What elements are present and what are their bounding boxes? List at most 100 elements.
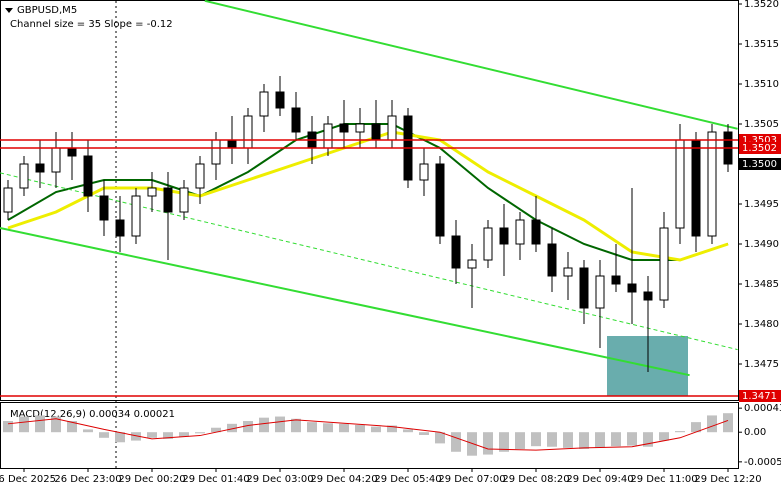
level-label: 1.3502 <box>742 143 777 154</box>
macd-bar <box>435 432 445 444</box>
macd-bar <box>691 422 701 433</box>
macd-bar <box>83 429 93 433</box>
x-tick-label: 29 Dec 00:20 <box>118 474 185 485</box>
macd-bar <box>227 423 237 433</box>
indicator-line <box>7 123 729 261</box>
macd-bar <box>3 421 13 433</box>
macd-bar <box>531 432 541 447</box>
macd-bar <box>291 418 301 433</box>
macd-bar <box>595 432 605 448</box>
macd-title: MACD(12,26,9) 0.00034 0.00021 <box>10 409 175 420</box>
macd-bar <box>307 422 317 433</box>
macd-bar <box>195 432 205 434</box>
candle-body <box>163 187 173 213</box>
level-tag <box>739 390 781 402</box>
x-tick-label: 29 Dec 11:00 <box>630 474 697 485</box>
candle-body <box>339 123 349 133</box>
level-tag <box>739 142 781 154</box>
candle-body <box>387 115 397 141</box>
macd-bar <box>179 432 189 437</box>
candle-body <box>579 267 589 309</box>
candle-body <box>259 91 269 117</box>
y-tick-label: 1.3480 <box>744 319 779 330</box>
x-tick-label: 29 Dec 01:40 <box>182 474 249 485</box>
candle-body <box>83 155 93 197</box>
indicator-line <box>0 227 690 377</box>
macd-bar <box>499 432 509 452</box>
candle-body <box>323 123 333 149</box>
candle-body <box>595 275 605 309</box>
candle-body <box>355 123 365 133</box>
macd-bar <box>723 413 733 433</box>
macd-bar <box>563 432 573 448</box>
candle-body <box>499 227 509 245</box>
macd-bar <box>259 417 269 433</box>
candle-body <box>227 139 237 149</box>
candle-body <box>147 187 157 197</box>
macd-bar <box>147 432 157 438</box>
macd-tick-label: 0.00 <box>744 427 766 438</box>
candle-body <box>627 283 637 293</box>
macd-bar <box>19 416 29 433</box>
macd-bar <box>275 416 285 433</box>
macd-bar <box>643 432 653 447</box>
candle-body <box>483 227 493 261</box>
level-label: 1.3471 <box>742 391 777 402</box>
candle-body <box>51 147 61 173</box>
candle-body <box>131 195 141 237</box>
candle-body <box>275 91 285 109</box>
y-tick-label: 1.3475 <box>744 359 779 370</box>
y-tick-label: 1.3515 <box>744 39 779 50</box>
candle-body <box>211 139 221 165</box>
macd-bar <box>131 432 141 441</box>
macd-bar <box>675 431 685 433</box>
macd-bar <box>67 421 77 433</box>
candle-body <box>691 139 701 237</box>
symbol-icon <box>5 8 13 13</box>
candle-body <box>3 187 13 213</box>
x-tick-label: 26 Dec 23:00 <box>54 474 121 485</box>
macd-tick-label: -0.00053 <box>744 457 781 468</box>
macd-bar <box>163 432 173 439</box>
symbol-title: GBPUSD,M5 <box>17 5 77 16</box>
macd-bar <box>659 432 669 441</box>
indicator-line <box>0 172 738 351</box>
candle-body <box>115 219 125 237</box>
macd-bar <box>627 432 637 446</box>
macd-bar <box>483 432 493 455</box>
macd-bar <box>355 424 365 433</box>
x-tick-label: 29 Dec 05:40 <box>374 474 441 485</box>
x-tick-label: 29 Dec 09:40 <box>566 474 633 485</box>
macd-bar <box>707 415 717 433</box>
candle-body <box>243 115 253 149</box>
main-pane <box>0 0 739 401</box>
macd-tick-label: 0.00043 <box>744 403 781 414</box>
candle-body <box>291 107 301 133</box>
last-price-tag <box>739 158 781 170</box>
macd-bar <box>387 425 397 433</box>
candle-body <box>707 131 717 237</box>
macd-bar <box>243 421 253 433</box>
x-tick-label: 29 Dec 04:20 <box>310 474 377 485</box>
candle-body <box>547 243 557 277</box>
candle-body <box>195 163 205 189</box>
last-price-label: 1.3500 <box>742 159 777 170</box>
y-tick-label: 1.3490 <box>744 239 779 250</box>
macd-bar <box>467 432 477 456</box>
candle-body <box>67 147 77 157</box>
y-tick-label: 1.3520 <box>744 0 779 10</box>
macd-pane <box>0 402 739 469</box>
candle-body <box>99 195 109 221</box>
x-tick-label: 29 Dec 03:00 <box>246 474 313 485</box>
candle-body <box>611 275 621 285</box>
candle-body <box>371 123 381 141</box>
candle-body <box>35 163 45 173</box>
macd-bar <box>579 432 589 449</box>
candle-body <box>531 219 541 245</box>
y-tick-label: 1.3510 <box>744 79 779 90</box>
macd-bar <box>403 429 413 433</box>
macd-signal <box>7 418 729 451</box>
macd-bar <box>371 426 381 433</box>
y-tick-label: 1.3495 <box>744 199 779 210</box>
